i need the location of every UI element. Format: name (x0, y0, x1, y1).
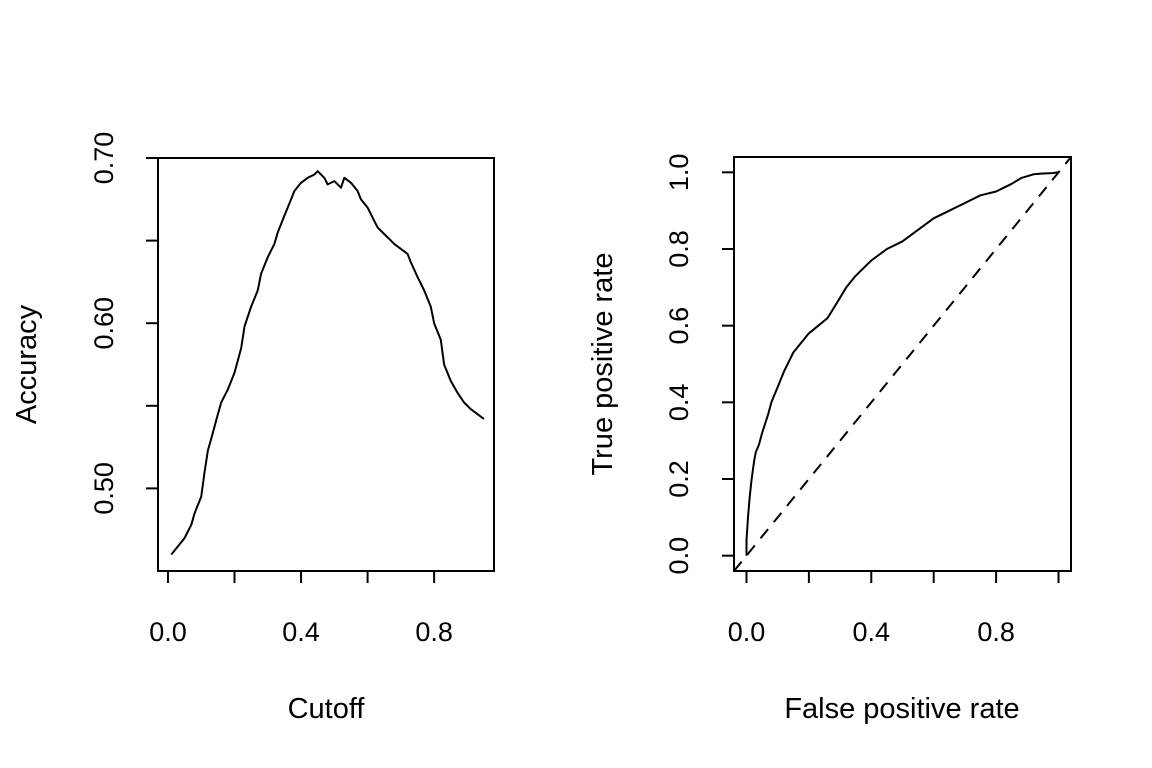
y-axis-label: Accuracy (11, 304, 43, 424)
x-tick-label: 0.8 (415, 617, 453, 647)
y-tick-label: 1.0 (664, 154, 694, 192)
x-tick-label: 0.8 (977, 617, 1015, 647)
y-tick-label: 0.6 (664, 307, 694, 345)
roc-panel: 0.0 0.4 0.8 0.0 0.2 0.4 0.6 0.8 1.0 False positiv… (587, 154, 1072, 725)
roc-curve (745, 171, 1059, 556)
y-axis-label: True positive rate (587, 253, 619, 476)
y-tick-label: 0.50 (89, 462, 119, 515)
y-tick-label: 0.8 (664, 230, 694, 268)
y-tick-label: 0.70 (89, 132, 119, 185)
y-tick-label: 0.60 (89, 297, 119, 350)
x-tick-label: 0.4 (282, 617, 320, 647)
y-tick-label: 0.0 (664, 537, 694, 575)
x-axis-label: Cutoff (288, 693, 366, 725)
chance-diagonal-line (733, 156, 1072, 572)
x-tick-label: 0.4 (853, 617, 891, 647)
x-tick-label: 0.0 (149, 617, 187, 647)
y-tick-label: 0.4 (664, 384, 694, 422)
x-axis-label: False positive rate (784, 693, 1019, 725)
accuracy-panel: 0.0 0.4 0.8 0.50 0.60 0.70 Cutoff Accuracy (11, 132, 495, 725)
plot-frame (733, 156, 1072, 572)
accuracy-curve (170, 170, 485, 556)
y-tick-label: 0.2 (664, 460, 694, 498)
x-tick-label: 0.0 (728, 617, 766, 647)
